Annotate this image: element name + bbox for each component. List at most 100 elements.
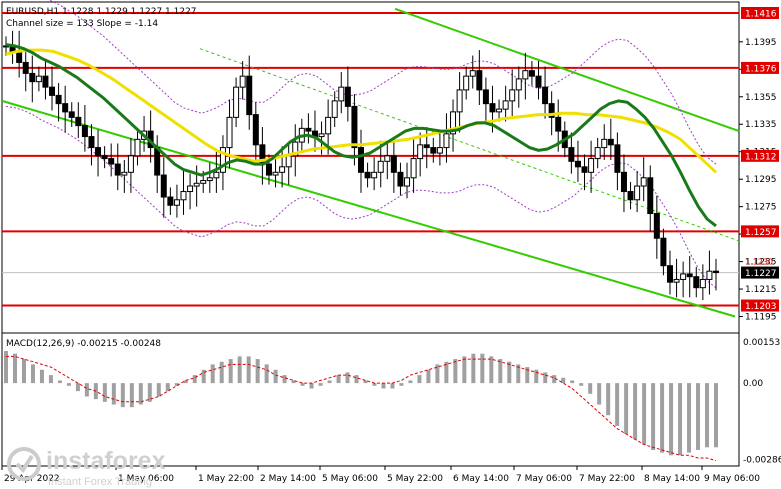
macd-bar (111, 383, 116, 405)
candle-body (443, 133, 450, 149)
candle-body (371, 171, 378, 179)
macd-bar (345, 372, 350, 384)
candle-body (206, 177, 213, 182)
candle-body (114, 163, 121, 176)
price-tick-label: 1.1235 (745, 258, 777, 268)
level-price-tag (741, 61, 779, 74)
candle-body (555, 116, 562, 132)
candle-body (338, 86, 345, 102)
candle-body (358, 147, 364, 173)
macd-bar (120, 383, 125, 408)
macd-bar (579, 383, 584, 386)
macd-bar (615, 383, 620, 426)
candle-body (75, 116, 82, 127)
time-tick-label: 2 May 14:00 (260, 474, 316, 484)
envelope-upper-line (47, 0, 717, 165)
candle-body (581, 166, 588, 173)
candle-body (121, 171, 128, 176)
macd-bar (183, 380, 188, 384)
candle-body (200, 180, 207, 184)
candle-body (528, 70, 535, 77)
candle-body (173, 199, 180, 206)
macd-bar (57, 380, 62, 384)
candle-body (127, 155, 134, 173)
candle-body (463, 75, 470, 91)
macd-bar (687, 383, 692, 453)
macd-bar (417, 375, 422, 384)
candle-body (594, 147, 601, 160)
macd-bar (705, 383, 710, 448)
macd-bar (129, 383, 134, 408)
candle-body (410, 158, 417, 179)
candle-body (305, 127, 312, 132)
candle-body (331, 100, 338, 118)
macd-bar (552, 375, 557, 384)
candle-body (660, 237, 667, 267)
macd-bar (561, 377, 566, 384)
candle-body (318, 133, 325, 138)
level-price-label: 1.1257 (745, 228, 777, 238)
macd-bar (543, 372, 548, 384)
candle-body (640, 177, 647, 187)
candle-body (213, 171, 220, 179)
macd-bar (39, 369, 44, 384)
macd-bar (453, 359, 458, 384)
candle-body (55, 94, 62, 105)
candle-body (686, 273, 693, 278)
macd-bar (516, 364, 521, 384)
current-price-tag (741, 266, 779, 279)
macd-bar (714, 383, 718, 448)
candle-body (548, 103, 555, 118)
candle-body (647, 177, 654, 215)
candle-body (515, 78, 522, 91)
candle-body (634, 185, 641, 201)
macd-bar (624, 383, 629, 434)
macd-tick-label: 0.00153 (743, 338, 780, 348)
candle-body (706, 270, 713, 280)
time-tick-label: 1 May 06:00 (118, 474, 174, 484)
price-tick-label: 1.1335 (745, 120, 777, 130)
macd-bar (264, 364, 269, 384)
macd-bar (462, 356, 467, 384)
macd-bar (633, 383, 638, 440)
macd-bar (480, 353, 485, 384)
candle-body (344, 86, 351, 107)
time-tick-label: 7 May 22:00 (579, 474, 635, 484)
candle-body (430, 147, 437, 154)
candle-body (489, 103, 496, 113)
macd-bar (48, 375, 53, 384)
candle-body (482, 89, 489, 105)
macd-bar (381, 383, 386, 389)
candle-body (397, 171, 404, 187)
candle-body (456, 89, 463, 113)
candle-body (509, 89, 516, 102)
channel-lower-line (1, 99, 736, 318)
price-tick-label: 1.1195 (745, 313, 777, 323)
macd-bar (237, 356, 242, 384)
candle-body (601, 138, 608, 149)
macd-bar (588, 383, 593, 394)
candle-body (436, 147, 443, 154)
candle-body (673, 278, 680, 283)
candle-body (351, 105, 358, 149)
candle-body (404, 177, 411, 187)
price-tick-label: 1.1295 (745, 175, 777, 185)
macd-bar (273, 369, 278, 384)
candle-body (390, 155, 397, 173)
instaforex-logo: instaforex Instant Forex Trading (7, 447, 166, 488)
candle-body (35, 75, 42, 83)
candle-body (502, 100, 509, 110)
candle-body (476, 70, 483, 91)
macd-bar (174, 383, 179, 386)
candle-body (252, 114, 259, 146)
macd-bar (597, 383, 602, 405)
macd-label: MACD(12,26,9) -0.00215 -0.00248 (6, 339, 161, 349)
macd-bar (192, 375, 197, 384)
macd-bar (651, 383, 656, 450)
candle-body (42, 75, 49, 88)
macd-bar (309, 383, 314, 389)
macd-tick-label: 0.00 (743, 379, 763, 389)
macd-bar (147, 383, 152, 402)
price-tick-label: 1.1355 (745, 93, 777, 103)
